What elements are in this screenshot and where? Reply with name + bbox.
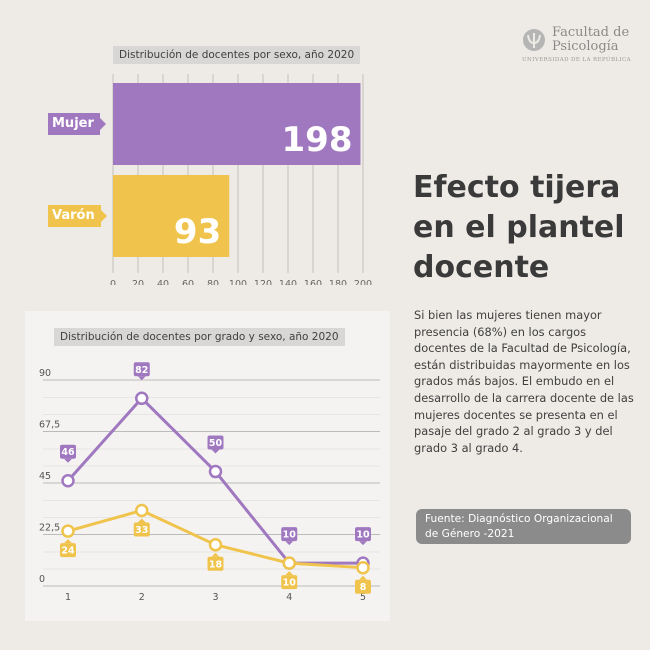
line-point (61, 473, 75, 488)
line-data-label: 8 (355, 575, 371, 594)
line-point (208, 464, 223, 479)
bar-mujer (113, 83, 361, 165)
line-data-label: 46 (60, 444, 76, 463)
faculty-name: Facultad de Psicología (552, 26, 629, 54)
bar-chart-title: Distribución de docentes por sexo, año 2… (113, 46, 361, 64)
svg-text:46: 46 (61, 447, 75, 458)
line-data-label: 10 (281, 571, 298, 590)
line-data-label: 82 (133, 362, 150, 381)
svg-text:10: 10 (283, 530, 297, 541)
line-x-tick-label: 1 (65, 592, 71, 603)
bar-x-tick-label: 180 (329, 279, 347, 285)
faculty-logo: Facultad de Psicología UNIVERSIDAD DE LA… (522, 26, 637, 66)
line-y-tick-label: 90 (39, 368, 51, 379)
bar-x-tick-label: 0 (110, 279, 116, 285)
line-data-label: 18 (207, 552, 224, 571)
bar-category-varon: Varón (48, 205, 107, 227)
line-point (356, 560, 370, 575)
bar-x-tick-label: 200 (354, 279, 372, 285)
line-x-tick-label: 2 (139, 592, 145, 603)
headline-line3: docente (413, 250, 550, 285)
bar-x-tick-label: 160 (304, 279, 322, 285)
svg-text:10: 10 (283, 578, 297, 589)
line-chart: Distribución de docentes por grado y sex… (25, 311, 390, 621)
bar-x-tick-label: 120 (254, 279, 272, 285)
line-point (61, 524, 75, 538)
bar-varon (113, 175, 230, 257)
line-y-tick-label: 45 (39, 471, 51, 482)
svg-text:18: 18 (209, 559, 223, 570)
line-point (282, 556, 296, 570)
line-chart-title: Distribución de docentes por grado y sex… (54, 328, 345, 346)
line-data-label: 50 (207, 435, 224, 454)
university-name: UNIVERSIDAD DE LA REPÚBLICA (522, 57, 632, 63)
line-data-label: 10 (355, 527, 371, 546)
bar-value-label: 93 (174, 212, 221, 252)
bar-x-tick-label: 60 (182, 279, 194, 285)
bar-chart-plot: 0 20 40 60 80 100 120 140 160 180 200 198 93 (110, 74, 372, 285)
source-line1: Fuente: Diagnóstico Organizacional (425, 513, 613, 525)
bar-x-tick-label: 100 (229, 279, 247, 285)
line-y-tick-label: 67,5 (39, 420, 60, 431)
headline-line1: Efecto tijera (413, 170, 621, 205)
line-data-label: 33 (133, 518, 150, 537)
faculty-name-line2: Psicología (552, 39, 619, 54)
svg-text:33: 33 (135, 525, 148, 536)
svg-text:8: 8 (360, 582, 367, 593)
svg-text:10: 10 (356, 530, 370, 541)
line-y-tick-label: 22,5 (39, 523, 60, 534)
line-data-label: 24 (60, 539, 76, 558)
line-x-tick-label: 3 (212, 592, 218, 603)
line-point (135, 503, 149, 518)
headline: Efecto tijera en el plantel docente (413, 168, 643, 288)
svg-text:50: 50 (209, 438, 223, 449)
body-text: Si bien las mujeres tienen mayor presenc… (414, 308, 634, 455)
svg-text:24: 24 (61, 546, 75, 557)
line-x-tick-label: 4 (286, 592, 292, 603)
bar-x-tick-label: 80 (207, 279, 219, 285)
headline-line2: en el plantel (413, 210, 625, 245)
bar-chart: Distribución de docentes por sexo, año 2… (40, 40, 380, 285)
line-point (208, 538, 223, 552)
line-x-tick-label: 5 (360, 592, 366, 603)
psychology-psi-icon (523, 29, 545, 51)
source-line2: de Género -2021 (425, 528, 515, 540)
bar-value-label: 198 (282, 120, 353, 160)
line-point (135, 391, 149, 406)
bar-x-tick-label: 140 (279, 279, 297, 285)
bar-x-tick-label: 40 (157, 279, 169, 285)
svg-text:82: 82 (135, 365, 148, 376)
faculty-name-line1: Facultad de (552, 25, 630, 40)
bar-x-tick-label: 20 (132, 279, 144, 285)
line-data-label: 10 (281, 527, 298, 546)
source-badge: Fuente: Diagnóstico Organizacional de Gé… (416, 509, 631, 544)
line-y-tick-label: 0 (39, 574, 45, 585)
bar-category-mujer: Mujer (48, 113, 106, 135)
